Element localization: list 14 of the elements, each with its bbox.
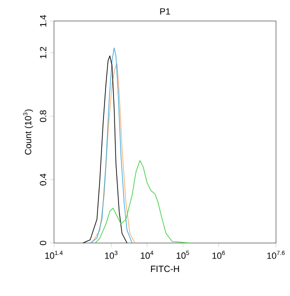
chart-title: P1	[160, 8, 170, 14]
y-axis-title: Count (10$^{3}$)	[23, 109, 34, 155]
y-tick-label: 0.4	[40, 174, 46, 186]
x-tick-label: 10$^{1.4}$	[45, 250, 63, 259]
y-tick-label: 1.2	[40, 46, 46, 58]
x-tick-label: 10$^{6}$	[212, 250, 225, 259]
x-tick-label: 10$^{4}$	[140, 250, 154, 259]
x-tick-label: 10$^{3}$	[105, 250, 118, 259]
y-tick-label: 0	[40, 240, 46, 246]
x-tick-label: 10$^{7.6}$	[267, 250, 285, 259]
x-tick-label: 10$^{5}$	[176, 250, 190, 259]
x-axis-title: FITC-H	[151, 266, 179, 272]
y-tick-label: 1.4	[40, 15, 46, 27]
y-tick-label: 0.8	[40, 110, 46, 122]
